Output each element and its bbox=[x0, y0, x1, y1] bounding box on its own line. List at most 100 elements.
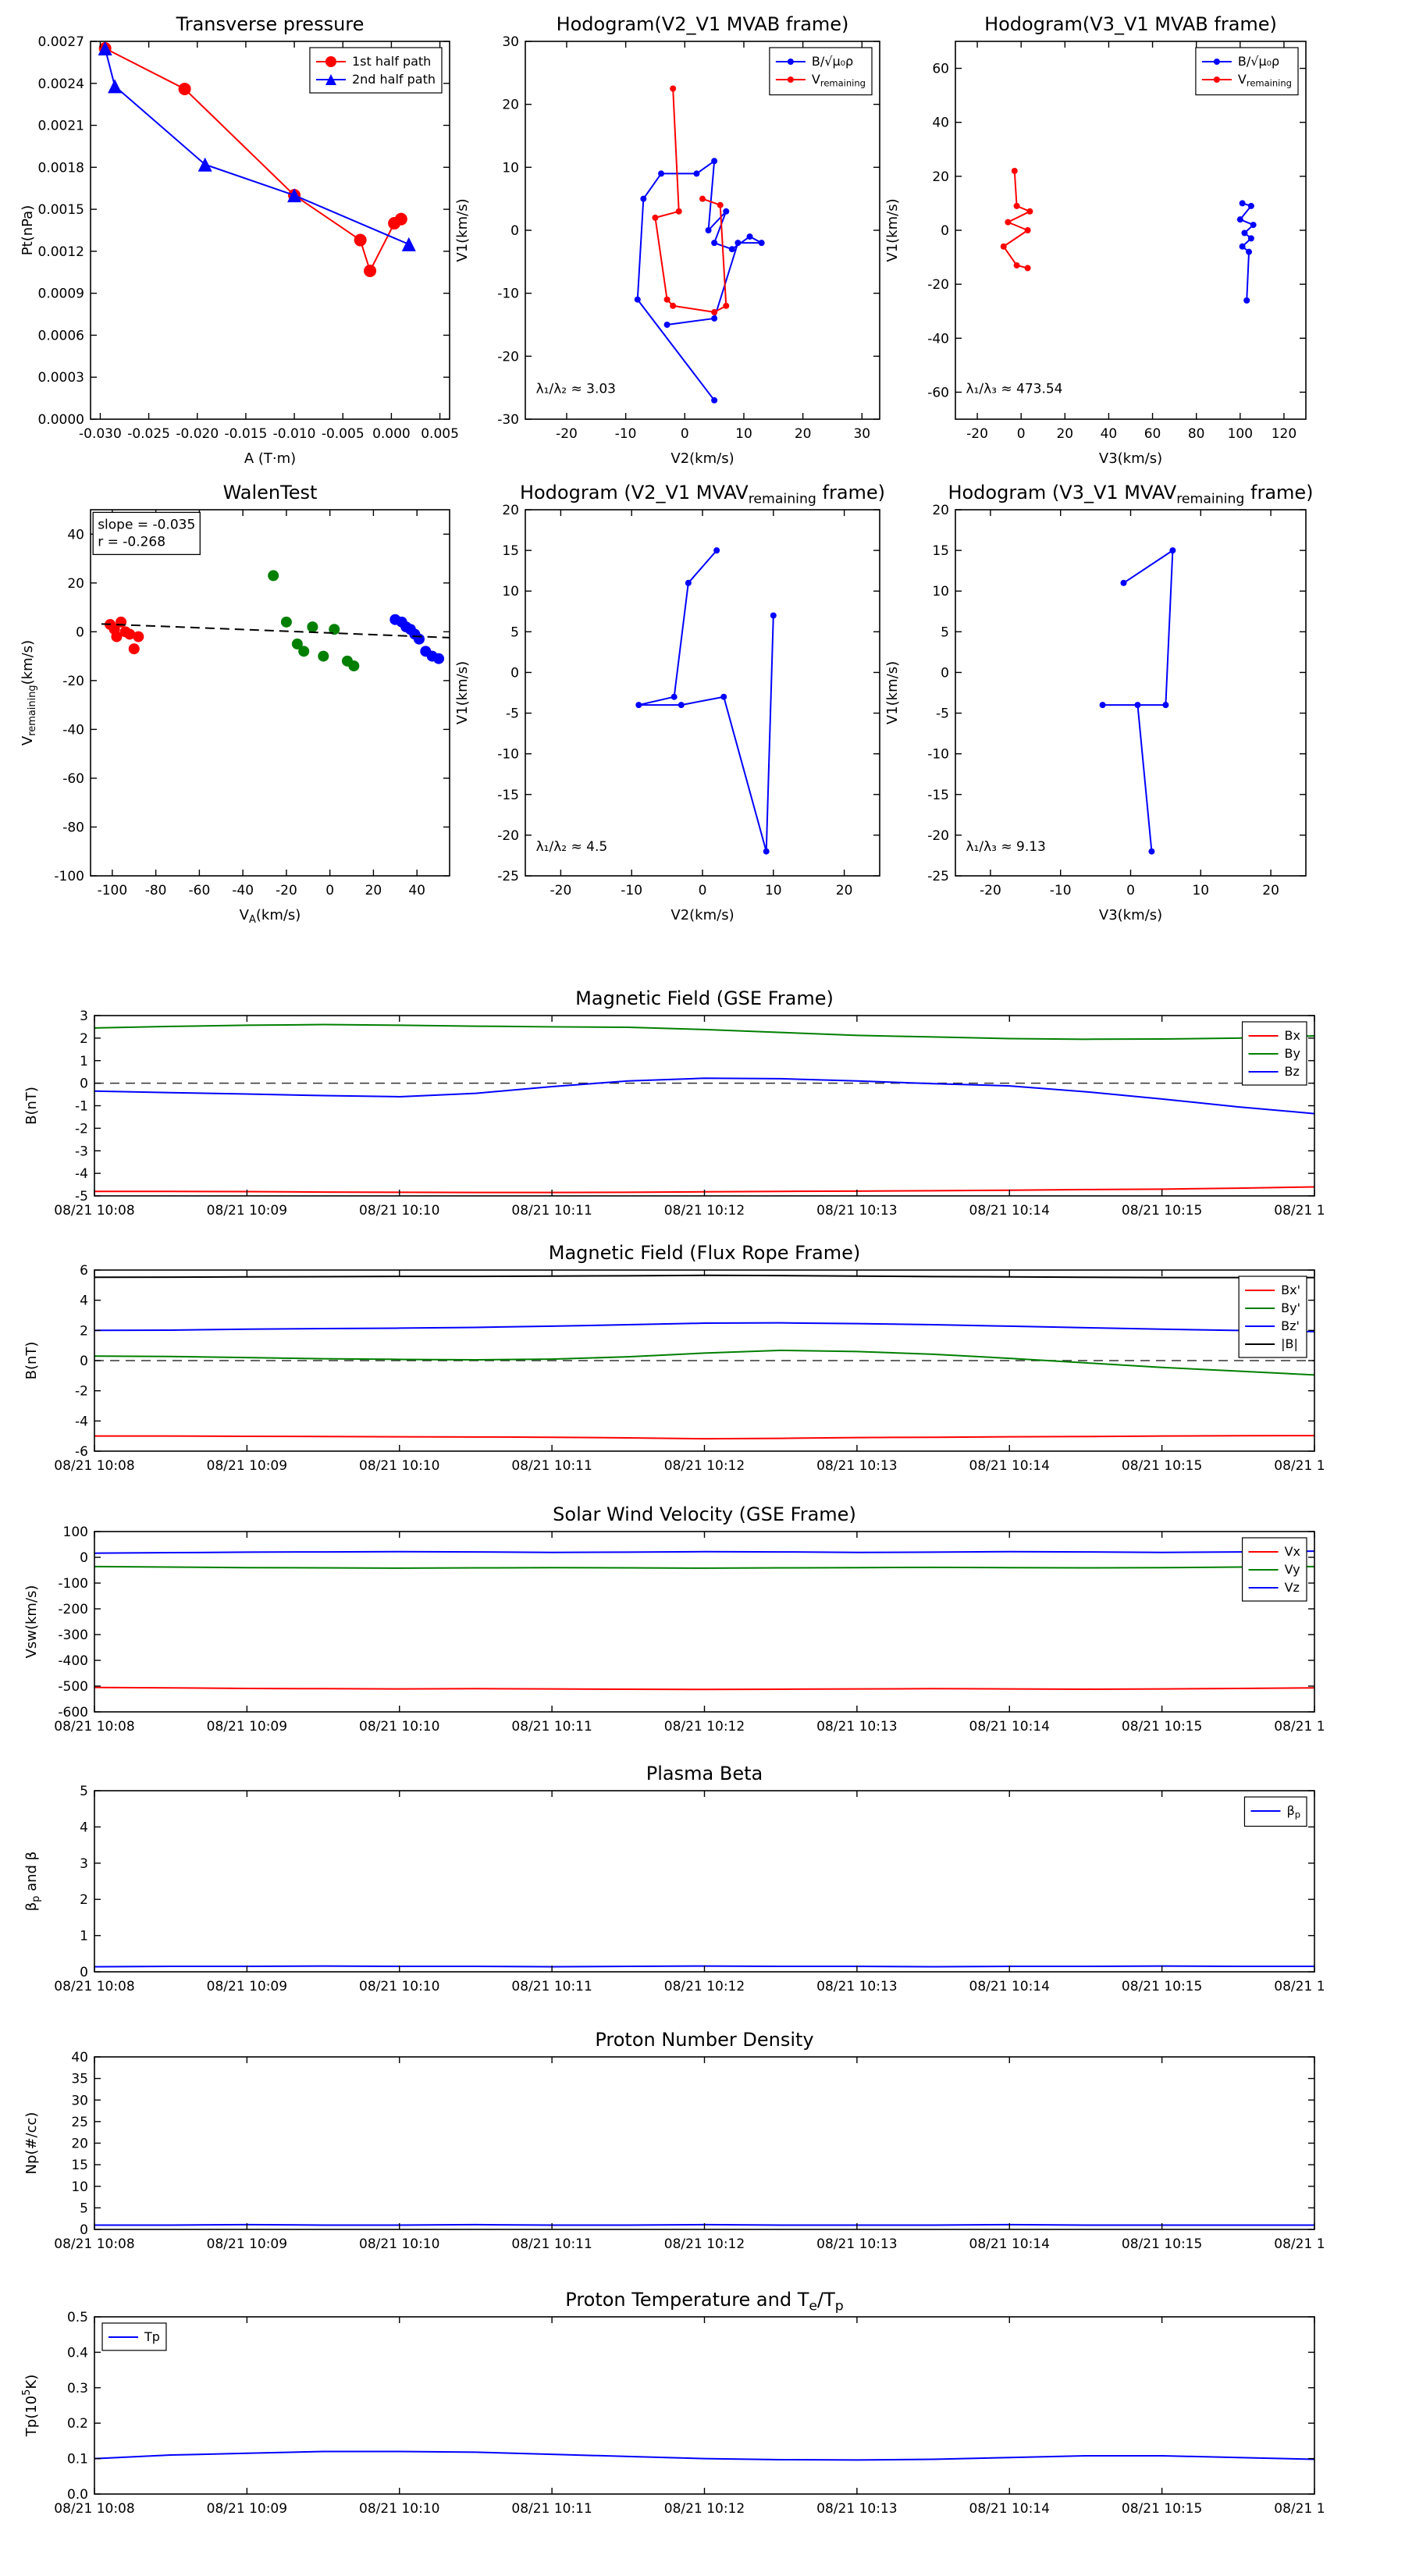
svg-text:5: 5 bbox=[80, 1784, 88, 1799]
svg-text:-20: -20 bbox=[556, 426, 578, 442]
svg-text:15: 15 bbox=[932, 543, 949, 559]
svg-text:V1(km/s): V1(km/s) bbox=[454, 198, 471, 262]
svg-text:08/21 10:14: 08/21 10:14 bbox=[969, 2236, 1050, 2252]
svg-text:-20: -20 bbox=[497, 349, 519, 365]
svg-text:Solar Wind Velocity (GSE Frame: Solar Wind Velocity (GSE Frame) bbox=[553, 1503, 856, 1525]
svg-text:V2(km/s): V2(km/s) bbox=[670, 450, 734, 467]
svg-text:08/21 10:09: 08/21 10:09 bbox=[207, 2501, 287, 2517]
hodogram-v3v1-mvab-plot: -20 0 20 40 60 80 100 120 -60 -40 -20 0 20 40 60 Hodogr… bbox=[884, 13, 1307, 467]
chart-transverse-pressure: -0.030 -0.025 -0.020 -0.015 -0.010 -0.005 0.00… bbox=[16, 6, 464, 478]
svg-text:25: 25 bbox=[71, 2115, 88, 2130]
svg-text:-6: -6 bbox=[75, 1444, 88, 1460]
svg-text:08/21 10:10: 08/21 10:10 bbox=[359, 1203, 439, 1219]
chart-solar-wind-velocity: 08/21 10:08 08/21 10:09 08/21 10:10 08/21 1… bbox=[20, 1499, 1355, 1738]
svg-text:λ₁/λ₂ ≈ 3.03: λ₁/λ₂ ≈ 3.03 bbox=[536, 382, 616, 397]
svg-text:Vremaining: Vremaining bbox=[1238, 72, 1292, 89]
svg-text:-10: -10 bbox=[615, 426, 637, 442]
svg-text:Tp(105K): Tp(105K) bbox=[21, 2375, 40, 2437]
svg-text:08/21 10:15: 08/21 10:15 bbox=[1122, 1979, 1202, 1994]
svg-text:-5: -5 bbox=[506, 706, 519, 722]
svg-text:08/21 10:13: 08/21 10:13 bbox=[816, 1458, 897, 1474]
svg-text:08/21 10:08: 08/21 10:08 bbox=[54, 1979, 134, 1994]
svg-text:-400: -400 bbox=[58, 1653, 88, 1669]
svg-text:-3: -3 bbox=[75, 1144, 88, 1159]
svg-text:-300: -300 bbox=[58, 1628, 88, 1643]
svg-text:Proton Temperature and Te/Tp: Proton Temperature and Te/Tp bbox=[565, 2289, 843, 2314]
svg-text:40: 40 bbox=[1101, 426, 1118, 442]
svg-text:-40: -40 bbox=[927, 331, 949, 347]
svg-text:VA(km/s): VA(km/s) bbox=[240, 907, 301, 926]
svg-text:r = -0.268: r = -0.268 bbox=[98, 534, 165, 550]
svg-text:V1(km/s): V1(km/s) bbox=[884, 661, 901, 724]
svg-text:Transverse pressure: Transverse pressure bbox=[176, 13, 365, 35]
chart-plasma-beta: 08/21 10:08 08/21 10:09 08/21 10:10 08/21 1… bbox=[20, 1758, 1355, 1998]
svg-text:08/21 10:12: 08/21 10:12 bbox=[664, 2236, 745, 2252]
svg-text:-5: -5 bbox=[75, 1189, 88, 1204]
svg-text:120: 120 bbox=[1272, 426, 1297, 442]
svg-text:-60: -60 bbox=[62, 771, 84, 787]
svg-text:-60: -60 bbox=[189, 883, 211, 898]
svg-text:-5: -5 bbox=[936, 706, 949, 722]
svg-text:08/21 10:12: 08/21 10:12 bbox=[664, 1979, 745, 1994]
chart-hodogram-v2v1-mvav: -20 -10 0 10 20 -25 -20 -15 -10 -5 0 5 10 15 20 Hodogra… bbox=[451, 475, 894, 934]
svg-text:08/21 10:16: 08/21 10:16 bbox=[1274, 2501, 1324, 2517]
hodogram-v2v1-mvav-plot: -20 -10 0 10 20-25-20-15-10-505101520Hodogra… bbox=[454, 482, 885, 923]
svg-text:100: 100 bbox=[1228, 426, 1253, 442]
svg-text:15: 15 bbox=[71, 2158, 88, 2173]
svg-text:0: 0 bbox=[681, 426, 689, 442]
hodogram-v3v1-mvav-plot: -20 -10 0 10 20-25-20-15-10-505101520Hodogra… bbox=[884, 482, 1314, 923]
chart-walen-test: -100 -80 -60 -40 -20 0 20 40 -100 -80 -60 -40 -20 0 20… bbox=[16, 475, 464, 934]
svg-text:0: 0 bbox=[80, 2222, 88, 2238]
svg-text:0.000: 0.000 bbox=[372, 426, 411, 442]
svg-text:B/√μ₀ρ: B/√μ₀ρ bbox=[1238, 54, 1279, 69]
svg-text:0.0006: 0.0006 bbox=[38, 328, 84, 343]
svg-text:V2(km/s): V2(km/s) bbox=[670, 907, 734, 923]
svg-text:V1(km/s): V1(km/s) bbox=[884, 198, 901, 262]
chart-hodogram-v2v1-mvab: -20 -10 0 10 20 30 -30 -20 -10 0 10 20 30 Hodogram(V2… bbox=[451, 6, 894, 478]
svg-text:0.0015: 0.0015 bbox=[38, 202, 84, 218]
svg-text:08/21 10:14: 08/21 10:14 bbox=[969, 2501, 1050, 2517]
svg-text:08/21 10:12: 08/21 10:12 bbox=[664, 1719, 745, 1735]
svg-text:slope = -0.035: slope = -0.035 bbox=[98, 517, 195, 532]
svg-text:08/21 10:15: 08/21 10:15 bbox=[1122, 1719, 1202, 1735]
svg-text:20: 20 bbox=[67, 576, 84, 592]
svg-text:1st half path: 1st half path bbox=[352, 54, 431, 69]
svg-text:-10: -10 bbox=[497, 286, 519, 302]
svg-text:βp: βp bbox=[1286, 1803, 1300, 1820]
svg-text:B(nT): B(nT) bbox=[23, 1342, 40, 1380]
svg-text:λ₁/λ₃ ≈ 9.13: λ₁/λ₃ ≈ 9.13 bbox=[966, 839, 1045, 855]
svg-text:20: 20 bbox=[795, 426, 812, 442]
svg-text:08/21 10:09: 08/21 10:09 bbox=[207, 2236, 287, 2252]
svg-text:0: 0 bbox=[80, 1965, 88, 1980]
svg-text:-25: -25 bbox=[497, 869, 519, 884]
svg-text:08/21 10:09: 08/21 10:09 bbox=[207, 1719, 287, 1735]
svg-text:Bz: Bz bbox=[1285, 1064, 1300, 1079]
svg-text:08/21 10:12: 08/21 10:12 bbox=[664, 2501, 745, 2517]
svg-text:-40: -40 bbox=[232, 883, 254, 898]
svg-text:08/21 10:16: 08/21 10:16 bbox=[1274, 1203, 1324, 1219]
svg-text:-20: -20 bbox=[497, 828, 519, 844]
svg-text:08/21 10:10: 08/21 10:10 bbox=[359, 2236, 439, 2252]
svg-text:-20: -20 bbox=[927, 828, 949, 844]
svg-text:0.0009: 0.0009 bbox=[38, 286, 84, 302]
svg-text:0.0000: 0.0000 bbox=[38, 412, 84, 428]
svg-text:100: 100 bbox=[63, 1525, 88, 1540]
svg-text:08/21 10:11: 08/21 10:11 bbox=[511, 2236, 592, 2252]
svg-text:0.5: 0.5 bbox=[67, 2310, 88, 2325]
svg-text:Hodogram(V2_V1 MVAB frame): Hodogram(V2_V1 MVAB frame) bbox=[557, 13, 849, 35]
svg-text:Pt(nPa): Pt(nPa) bbox=[20, 205, 36, 255]
svg-text:20: 20 bbox=[1056, 426, 1073, 442]
svg-text:0: 0 bbox=[941, 223, 949, 239]
svg-text:08/21 10:13: 08/21 10:13 bbox=[816, 1719, 897, 1735]
svg-text:08/21 10:09: 08/21 10:09 bbox=[207, 1203, 287, 1219]
svg-text:Hodogram (V2_V1 MVAVremaining: Hodogram (V2_V1 MVAVremaining frame) bbox=[520, 482, 885, 507]
svg-text:-15: -15 bbox=[927, 788, 949, 803]
svg-text:80: 80 bbox=[1188, 426, 1205, 442]
svg-text:0.1: 0.1 bbox=[67, 2452, 88, 2467]
hodogram-v2v1-mvab-plot: -20 -10 0 10 20 30 -30 -20 -10 0 10 20 30 Hodogram(V2… bbox=[454, 13, 880, 467]
svg-text:-80: -80 bbox=[62, 820, 84, 835]
svg-text:Proton Number Density: Proton Number Density bbox=[595, 2029, 813, 2051]
svg-text:08/21 10:09: 08/21 10:09 bbox=[207, 1458, 287, 1474]
svg-text:-500: -500 bbox=[58, 1679, 88, 1695]
proton-temp-plot: 08/21 10:08 08/21 10:09 08/21 10:10 08/21 1… bbox=[21, 2289, 1355, 2517]
